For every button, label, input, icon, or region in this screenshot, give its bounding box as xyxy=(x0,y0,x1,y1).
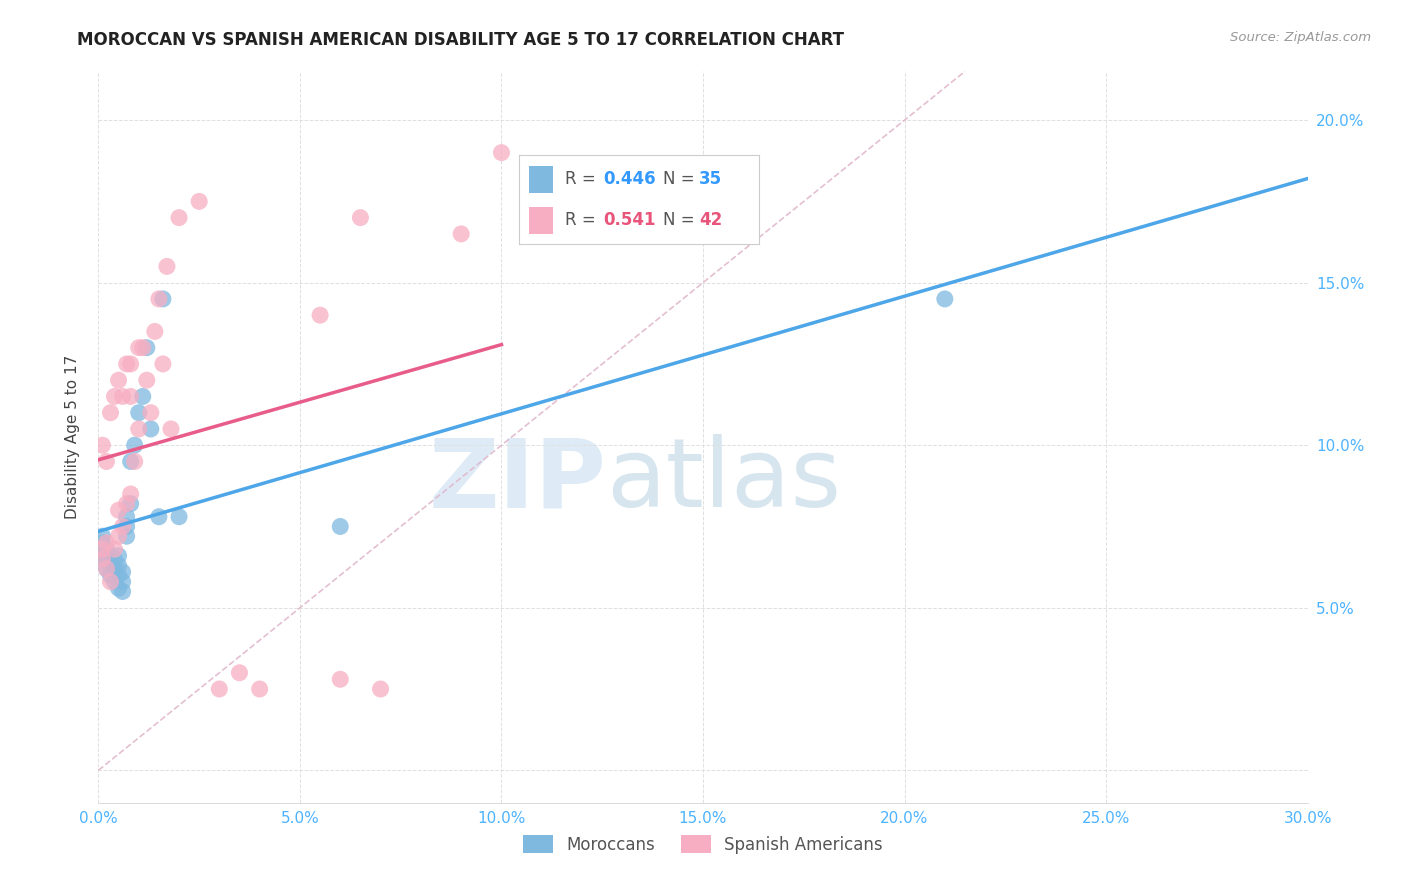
Point xyxy=(103,542,125,557)
Point xyxy=(120,487,142,501)
Point xyxy=(103,389,125,403)
Point xyxy=(100,558,122,573)
Text: MOROCCAN VS SPANISH AMERICAN DISABILITY AGE 5 TO 17 CORRELATION CHART: MOROCCAN VS SPANISH AMERICAN DISABILITY … xyxy=(77,31,845,49)
Text: 0.541: 0.541 xyxy=(603,211,655,229)
Point xyxy=(934,292,956,306)
Point xyxy=(249,681,271,696)
Point xyxy=(491,145,513,160)
Point xyxy=(107,558,129,573)
Point xyxy=(167,509,190,524)
Point xyxy=(152,357,174,371)
Legend: Moroccans, Spanish Americans: Moroccans, Spanish Americans xyxy=(517,829,889,860)
Point xyxy=(103,574,125,589)
Point xyxy=(120,454,142,468)
Point xyxy=(135,373,157,387)
Point xyxy=(96,454,118,468)
Point xyxy=(107,549,129,563)
Point xyxy=(115,497,138,511)
Point xyxy=(91,535,114,549)
Text: 0.446: 0.446 xyxy=(603,170,655,188)
Point xyxy=(115,519,138,533)
Point xyxy=(91,542,114,557)
Y-axis label: Disability Age 5 to 17: Disability Age 5 to 17 xyxy=(65,355,80,519)
Point xyxy=(148,509,170,524)
Point xyxy=(329,519,352,533)
Point xyxy=(115,357,138,371)
Point xyxy=(329,673,352,687)
Point xyxy=(100,574,122,589)
Text: N =: N = xyxy=(662,170,700,188)
Point xyxy=(167,211,190,225)
Point xyxy=(107,529,129,543)
Point xyxy=(160,422,183,436)
Text: R =: R = xyxy=(565,211,600,229)
Point xyxy=(107,581,129,595)
Text: Source: ZipAtlas.com: Source: ZipAtlas.com xyxy=(1230,31,1371,45)
Point xyxy=(124,438,146,452)
Point xyxy=(139,406,162,420)
Point xyxy=(228,665,250,680)
Point xyxy=(120,357,142,371)
Point xyxy=(91,552,114,566)
Point xyxy=(148,292,170,306)
Point xyxy=(107,503,129,517)
Point xyxy=(370,681,392,696)
Text: ZIP: ZIP xyxy=(429,434,606,527)
Point xyxy=(111,574,134,589)
Point xyxy=(139,422,162,436)
Point xyxy=(115,529,138,543)
Point xyxy=(107,373,129,387)
Point xyxy=(450,227,472,241)
Text: 42: 42 xyxy=(699,211,723,229)
Point xyxy=(128,406,150,420)
Point xyxy=(111,565,134,579)
Point xyxy=(349,211,371,225)
Point xyxy=(111,519,134,533)
Point xyxy=(111,389,134,403)
Point xyxy=(100,549,122,563)
Point xyxy=(96,542,118,557)
Point xyxy=(96,562,118,576)
Point xyxy=(135,341,157,355)
Point xyxy=(128,341,150,355)
Point xyxy=(100,406,122,420)
Text: atlas: atlas xyxy=(606,434,841,527)
Text: N =: N = xyxy=(662,211,700,229)
Point xyxy=(309,308,332,322)
FancyBboxPatch shape xyxy=(529,166,553,193)
Point xyxy=(188,194,211,209)
Point xyxy=(96,535,118,549)
Point xyxy=(91,438,114,452)
Point xyxy=(120,497,142,511)
FancyBboxPatch shape xyxy=(529,207,553,234)
Text: 35: 35 xyxy=(699,170,721,188)
Point xyxy=(91,542,114,557)
Point xyxy=(107,568,129,582)
Point xyxy=(208,681,231,696)
Point xyxy=(103,552,125,566)
Point xyxy=(96,562,118,576)
Point xyxy=(103,562,125,576)
Point xyxy=(132,389,155,403)
Point xyxy=(128,422,150,436)
Point xyxy=(143,325,166,339)
Point xyxy=(124,454,146,468)
Text: R =: R = xyxy=(565,170,600,188)
Point xyxy=(115,509,138,524)
Point xyxy=(91,529,114,543)
Point xyxy=(152,292,174,306)
Point xyxy=(120,389,142,403)
Point xyxy=(100,568,122,582)
Point xyxy=(96,552,118,566)
Point xyxy=(132,341,155,355)
Point xyxy=(91,552,114,566)
Point xyxy=(111,584,134,599)
Point xyxy=(156,260,179,274)
